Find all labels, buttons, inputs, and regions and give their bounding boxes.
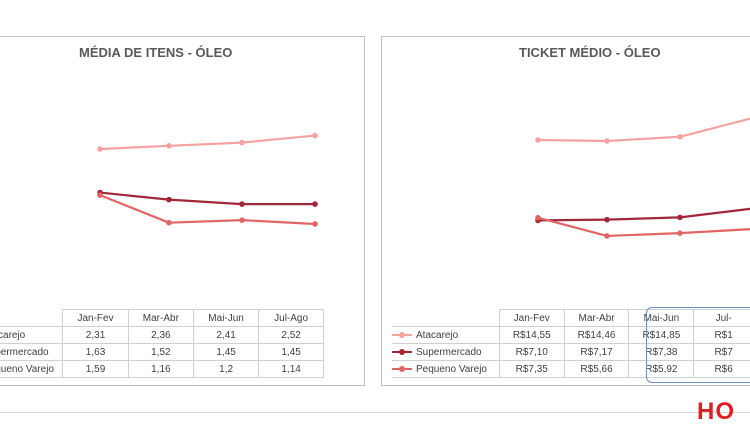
table-cell: 1,45 [192, 343, 260, 361]
line-plot [535, 117, 750, 239]
data-point [166, 219, 172, 226]
series-name: Atacarejo [416, 329, 459, 341]
table-cell: R$5,66 [563, 360, 630, 378]
table-row: Pequeno Varejo R$7,35 R$5,66 R$5,92 R$6 [392, 360, 750, 378]
legend-key-icon [392, 348, 412, 356]
row-label: Supermercado [392, 343, 500, 361]
col-header: Mai-Jun [628, 309, 695, 327]
legend-key-icon [392, 365, 412, 373]
data-point [166, 196, 172, 203]
table-row: Pequeno Varejo 1,59 1,16 1,2 1,14 [0, 360, 324, 378]
row-label: Atacarejo [0, 326, 64, 344]
series-name: Supermercado [0, 346, 49, 358]
series-line [537, 216, 750, 238]
table-cell: 1,2 [192, 360, 260, 378]
data-point [97, 192, 103, 198]
chart-title: MÉDIA DE ITENS - ÓLEO [79, 45, 233, 60]
table-cell: 1,16 [127, 360, 195, 378]
data-point [312, 201, 318, 207]
series-line [99, 191, 315, 206]
table-cell: 1,63 [62, 343, 129, 361]
table-row: Supermercado 1,63 1,52 1,45 1,45 [0, 343, 324, 361]
series-line [99, 134, 316, 151]
col-header: Jan-Fev [62, 309, 129, 327]
data-point [239, 201, 245, 207]
table-cell: 2,36 [127, 326, 195, 344]
data-point [239, 139, 245, 146]
data-table: Jan-Fev Mar-Abr Mai-Jun Jul- Atacarejo R… [392, 309, 750, 378]
chart-panel-ticket-medio: TICKET MÉDIO - ÓLEO Jan-Fev Mar-Abr Mai-… [381, 36, 750, 386]
table-cell: R$14,85 [628, 326, 695, 344]
data-point [535, 214, 541, 221]
table-cell: R$7,10 [498, 343, 565, 361]
table-cell: 2,31 [62, 326, 129, 344]
footer-divider [0, 412, 750, 413]
data-point [97, 146, 103, 152]
row-label: Pequeno Varejo [0, 360, 64, 378]
data-table: Jan-Fev Mar-Abr Mai-Jun Jul-Ago Atacarej… [0, 309, 324, 378]
data-point [677, 230, 683, 236]
line-plot [97, 132, 318, 227]
chart-title: TICKET MÉDIO - ÓLEO [519, 45, 661, 60]
table-cell: R$1 [693, 326, 750, 344]
chart-panel-media-itens: MÉDIA DE ITENS - ÓLEO Jan-Fev Mar-Abr Ma… [0, 36, 365, 386]
table-cell: 1,52 [127, 343, 195, 361]
data-point [312, 221, 318, 227]
col-header: Jan-Fev [498, 309, 565, 327]
col-header: Jul- [693, 309, 750, 327]
table-cell: R$7,38 [628, 343, 695, 361]
table-corner [0, 310, 63, 327]
table-row: Supermercado R$7,10 R$7,17 R$7,38 R$7 [392, 343, 750, 361]
col-header: Mar-Abr [563, 309, 630, 327]
series-name: Atacarejo [0, 329, 26, 341]
data-point [604, 233, 610, 239]
data-point [312, 132, 318, 139]
table-cell: R$7,17 [563, 343, 630, 361]
table-corner [392, 310, 499, 327]
col-header: Jul-Ago [258, 309, 324, 327]
table-row: Atacarejo R$14,55 R$14,46 R$14,85 R$1 [392, 326, 750, 344]
table-cell: 1,59 [62, 360, 129, 378]
table-cell: R$14,46 [563, 326, 630, 344]
table-cell: R$14,55 [498, 326, 565, 344]
table-cell: 1,45 [258, 343, 324, 361]
series-line [537, 117, 750, 143]
table-cell: R$6 [693, 360, 750, 378]
col-header: Mar-Abr [127, 309, 195, 327]
table-cell: R$5,92 [628, 360, 695, 378]
row-label: Supermercado [0, 343, 64, 361]
row-label: Pequeno Varejo [392, 360, 500, 378]
series-name: Pequeno Varejo [416, 363, 487, 375]
table-cell: 2,41 [192, 326, 260, 344]
table-cell: R$7 [693, 343, 750, 361]
data-point [239, 217, 245, 223]
table-cell: R$7,35 [498, 360, 565, 378]
data-point [677, 214, 683, 221]
table-cell: 1,14 [258, 360, 324, 378]
brand-logo: HO [697, 398, 735, 425]
data-point [166, 143, 172, 149]
series-name: Supermercado [416, 346, 482, 358]
series-line [537, 207, 750, 222]
data-point [677, 133, 683, 140]
data-point [535, 137, 541, 143]
legend-key-icon [392, 331, 412, 339]
table-row: Atacarejo 2,31 2,36 2,41 2,52 [0, 326, 324, 344]
data-point [604, 138, 610, 144]
col-header: Mai-Jun [192, 309, 260, 327]
table-cell: 2,52 [258, 326, 324, 344]
series-name: Pequeno Varejo [0, 363, 54, 375]
row-label: Atacarejo [392, 326, 500, 344]
series-line [99, 194, 316, 226]
data-point [604, 216, 610, 223]
